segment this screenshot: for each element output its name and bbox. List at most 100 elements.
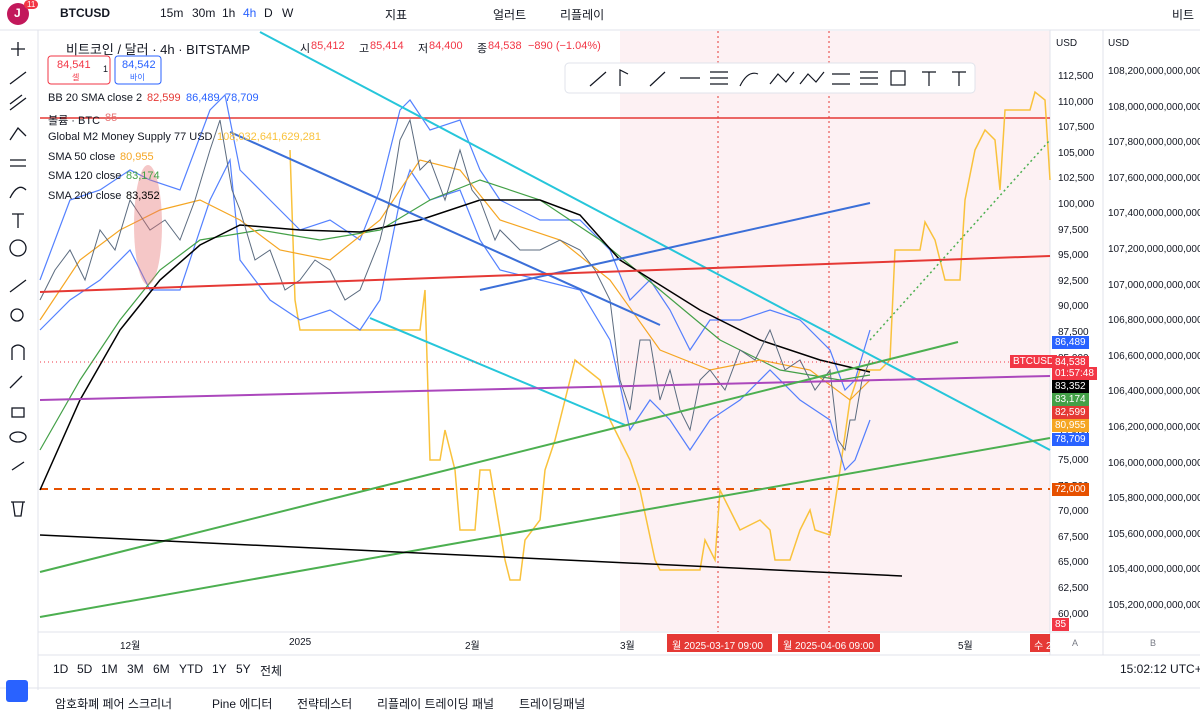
- study-value: 83,352: [126, 189, 160, 202]
- buy-label[interactable]: 바이: [130, 73, 145, 82]
- avatar-letter: J: [14, 6, 21, 20]
- range-button[interactable]: 전체: [260, 664, 283, 678]
- ohlc-value: 85,412: [311, 40, 345, 52]
- range-button[interactable]: 3M: [127, 662, 144, 676]
- trend-line: [479, 202, 871, 291]
- price-tag: BTCUSD: [1010, 355, 1058, 368]
- trend-line: [39, 437, 1051, 618]
- m2-tick: 107,800,000,000,000: [1108, 137, 1200, 149]
- trend-line: [39, 255, 1051, 293]
- alert-button[interactable]: 얼러트: [493, 8, 527, 22]
- price-tag: 85: [1052, 618, 1070, 631]
- trend-line: [229, 131, 661, 326]
- buy-button[interactable]: [114, 55, 162, 85]
- price-tick: 102,500: [1058, 173, 1095, 185]
- interval[interactable]: W: [282, 6, 294, 20]
- replay-button[interactable]: 리플레이: [560, 8, 605, 22]
- range-button[interactable]: 6M: [153, 662, 170, 676]
- left-toolbar[interactable]: [9, 42, 27, 517]
- price-tick: 110,000: [1058, 96, 1094, 108]
- study-value: 78,709: [225, 92, 259, 104]
- axis-unit[interactable]: USD: [1108, 38, 1130, 49]
- clock: 15:02:12 UTC+9: [1120, 662, 1200, 676]
- time-marker-label: 수 2: [1034, 641, 1052, 652]
- footer-tab[interactable]: 전략테스터: [297, 697, 353, 711]
- trend-line: [259, 31, 1051, 451]
- study-value: 86,489: [186, 92, 220, 104]
- price-tag: 83,174: [1052, 393, 1089, 406]
- footer-tab[interactable]: 리플레이 트레이딩 패널: [377, 697, 495, 711]
- interval[interactable]: D: [264, 6, 273, 20]
- price-tick: 95,000: [1058, 250, 1089, 262]
- range-button[interactable]: 5Y: [236, 662, 251, 676]
- time-marker: [667, 634, 772, 652]
- drawing-tools[interactable]: [589, 69, 966, 87]
- price-tag: 82,599: [1052, 406, 1089, 419]
- legend-title: 비트코인 / 달러 · 4h · BITSTAMP: [66, 42, 251, 57]
- range-button[interactable]: 1D: [53, 662, 69, 676]
- range-button[interactable]: 1M: [101, 662, 118, 676]
- price-tick: 62,500: [1058, 583, 1089, 594]
- badge: 11: [24, 0, 39, 9]
- interval[interactable]: 1h: [222, 6, 236, 20]
- study-name: SMA 50 close: [48, 150, 116, 163]
- account[interactable]: 비트: [1172, 8, 1195, 22]
- time-tick: 2025: [289, 637, 312, 648]
- trend-line: [39, 534, 903, 577]
- drawing-toolbar: [564, 62, 976, 94]
- range-button[interactable]: 1Y: [212, 662, 227, 676]
- interval[interactable]: 15m: [160, 6, 184, 20]
- sma-50: [39, 159, 871, 401]
- price-tag: 83,352: [1052, 380, 1089, 393]
- time-marker-label: 월 2025-03-17 09:00: [672, 641, 763, 652]
- avatar[interactable]: [7, 3, 29, 25]
- sell-price[interactable]: 84,541: [57, 59, 91, 71]
- price-tick: 100,000: [1058, 199, 1095, 210]
- price-tick: 112,500: [1058, 71, 1094, 82]
- study-name: Global M2 Money Supply 77 USD: [48, 131, 213, 143]
- m2-tick: 108,200,000,000,000: [1108, 66, 1200, 77]
- bollinger-upper: [39, 93, 871, 392]
- symbol[interactable]: BTCUSD: [60, 6, 110, 20]
- indicators-button[interactable]: 지표: [385, 8, 408, 22]
- time-tick: 2월: [465, 641, 480, 652]
- spread: 1: [103, 64, 109, 74]
- sell-button[interactable]: [47, 55, 111, 85]
- axis-corner[interactable]: B: [1150, 638, 1157, 648]
- buy-price[interactable]: 84,542: [122, 59, 156, 71]
- m2-tick: 107,400,000,000,000: [1108, 208, 1200, 220]
- study-value: 82,599: [147, 92, 181, 104]
- footer-tab[interactable]: Pine 에디터: [212, 697, 273, 711]
- time-marker-label: 월 2025-04-06 09:00: [783, 641, 874, 652]
- favorites[interactable]: [6, 680, 28, 702]
- time-tick: 12월: [120, 641, 141, 652]
- ohlc-key: 시: [300, 43, 311, 55]
- axis-unit[interactable]: USD: [1056, 38, 1078, 49]
- m2-tick: 105,200,000,000,000: [1108, 600, 1200, 611]
- axis-corner[interactable]: A: [1072, 638, 1079, 648]
- trend-line: [39, 341, 959, 573]
- sell-label[interactable]: 셀: [72, 73, 80, 82]
- study-value: 108,032,641,629,281: [217, 131, 321, 143]
- interval[interactable]: 30m: [192, 6, 216, 20]
- bollinger-lower: [39, 157, 871, 472]
- plot-shade: [620, 31, 1050, 631]
- m2-tick: 106,600,000,000,000: [1108, 350, 1200, 362]
- price-tick: 97,500: [1058, 224, 1089, 236]
- footer-tab[interactable]: 트레이딩패널: [519, 697, 586, 711]
- ohlc-key: 종: [477, 43, 488, 55]
- price-tick: 67,500: [1058, 531, 1089, 543]
- study-name: BB 20 SMA close 2: [48, 92, 143, 104]
- range-button[interactable]: 5D: [77, 662, 93, 676]
- m2-tick: 105,800,000,000,000: [1108, 493, 1200, 505]
- price-tick: 60,000: [1058, 608, 1089, 620]
- interval[interactable]: 4h: [243, 6, 257, 20]
- m2-tick: 105,600,000,000,000: [1108, 528, 1200, 540]
- footer-tab[interactable]: 암호화폐 페어 스크리너: [55, 697, 173, 711]
- trend-line: [369, 317, 626, 426]
- range-button[interactable]: YTD: [179, 662, 203, 676]
- m2-tick: 107,200,000,000,000: [1108, 244, 1200, 255]
- study-value: 83,174: [126, 170, 160, 182]
- study-name: 볼륨 · BTC: [48, 114, 101, 127]
